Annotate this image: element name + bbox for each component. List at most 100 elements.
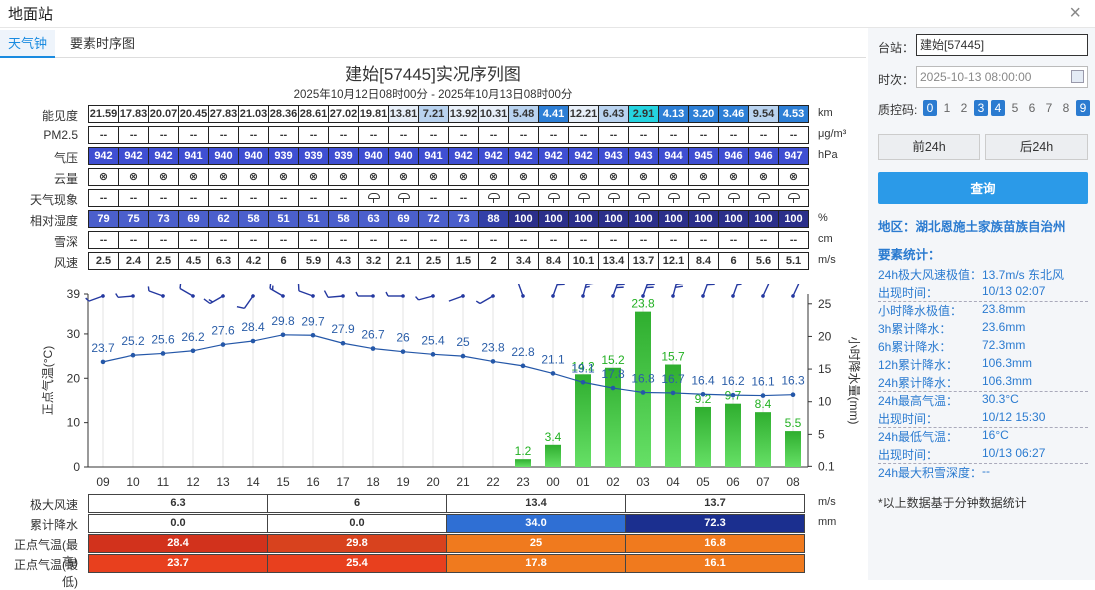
wind-speed-cell: 8.4 bbox=[538, 252, 569, 270]
pressure-cell: 940 bbox=[238, 147, 269, 165]
row-label-weather: 天气现象 bbox=[0, 191, 78, 208]
stats-section-title: 要素统计： bbox=[878, 244, 941, 263]
weather-cell: -- bbox=[238, 189, 269, 207]
wind-speed-cell: 10.1 bbox=[568, 252, 599, 270]
row-unit-visibility: km bbox=[818, 107, 833, 119]
temperature-point bbox=[581, 380, 586, 385]
rain-icon bbox=[518, 193, 530, 199]
chart-title: 建始[57445]实况序列图 bbox=[0, 60, 866, 85]
qc-code-3[interactable]: 3 bbox=[974, 100, 988, 116]
rain-label: 8.4 bbox=[755, 397, 772, 411]
visibility-cell: 20.07 bbox=[148, 105, 179, 123]
temperature-point bbox=[341, 341, 346, 346]
next-24h-button[interactable]: 后24h bbox=[985, 134, 1088, 160]
region-text: 地区：湖北恩施土家族苗族自治州 bbox=[878, 216, 1066, 235]
stats-key: 24h最高气温： bbox=[878, 392, 958, 409]
wind-speed-cell: 2.5 bbox=[418, 252, 449, 270]
weather-cell bbox=[598, 189, 629, 207]
rain-drop-icon bbox=[403, 199, 404, 203]
visibility-cell: 4.13 bbox=[658, 105, 689, 123]
station-input[interactable]: 建始[57445] bbox=[916, 34, 1088, 56]
hour-label: 07 bbox=[756, 475, 770, 489]
weather-cell bbox=[538, 189, 569, 207]
qc-code-2[interactable]: 2 bbox=[957, 100, 971, 116]
cloud-cell: ⊗ bbox=[208, 168, 239, 186]
y2-tick-label: 20 bbox=[818, 329, 832, 343]
qc-code-7[interactable]: 7 bbox=[1042, 100, 1056, 116]
prev-24h-button[interactable]: 前24h bbox=[878, 134, 980, 160]
wind-speed-cell: 2.4 bbox=[118, 252, 149, 270]
temperature-label: 26.2 bbox=[181, 330, 205, 344]
pm25-cell: -- bbox=[268, 126, 299, 144]
stats-key: 3h累计降水： bbox=[878, 320, 951, 337]
pressure-cell: 942 bbox=[88, 147, 119, 165]
qc-code-9[interactable]: 9 bbox=[1076, 100, 1090, 116]
weather-cell: -- bbox=[88, 189, 119, 207]
stats-key: 24h最大积雪深度： bbox=[878, 464, 982, 481]
visibility-cell: 10.31 bbox=[478, 105, 509, 123]
pressure-cell: 940 bbox=[208, 147, 239, 165]
rain-drop-icon bbox=[673, 199, 674, 203]
pressure-cell: 942 bbox=[148, 147, 179, 165]
wind-speed-cell: 2.5 bbox=[88, 252, 119, 270]
temperature-label: 16.1 bbox=[751, 375, 775, 389]
weather-cell bbox=[358, 189, 389, 207]
visibility-cell: 13.81 bbox=[388, 105, 419, 123]
stats-key: 12h累计降水： bbox=[878, 356, 958, 373]
stat-unit-rain-sum: mm bbox=[818, 516, 836, 528]
visibility-cell: 19.81 bbox=[358, 105, 389, 123]
temperature-point bbox=[491, 359, 496, 364]
temp-min-cell: 25.4 bbox=[267, 554, 447, 573]
stats-list-item: 24h最大积雪深度：-- bbox=[878, 464, 1088, 482]
qc-code-4[interactable]: 4 bbox=[991, 100, 1005, 116]
rain-bar bbox=[695, 407, 711, 467]
humidity-cell: 73 bbox=[148, 210, 179, 228]
pressure-cell: 940 bbox=[358, 147, 389, 165]
temperature-point bbox=[431, 352, 436, 357]
calendar-icon[interactable] bbox=[1071, 70, 1084, 83]
qc-code-5[interactable]: 5 bbox=[1008, 100, 1022, 116]
rain-label: 15.2 bbox=[601, 353, 625, 367]
cloud-cell: ⊗ bbox=[418, 168, 449, 186]
wind-speed-cell: 3.2 bbox=[358, 252, 389, 270]
wind-speed-cell: 5.6 bbox=[748, 252, 779, 270]
qc-code-1[interactable]: 1 bbox=[940, 100, 954, 116]
wind-barb-icon bbox=[581, 284, 595, 300]
qc-code-8[interactable]: 8 bbox=[1059, 100, 1073, 116]
visibility-cell: 28.36 bbox=[268, 105, 299, 123]
pm25-cell: -- bbox=[298, 126, 329, 144]
rain-sum-cell: 0.0 bbox=[88, 514, 268, 533]
rain-bar bbox=[575, 374, 591, 467]
humidity-cell: 73 bbox=[448, 210, 479, 228]
time-input[interactable]: 2025-10-13 08:00:00 bbox=[916, 66, 1088, 88]
tab-weather-clock[interactable]: 天气钟 bbox=[0, 30, 55, 58]
y2-tick-label: 25 bbox=[818, 297, 832, 311]
visibility-cell: 20.45 bbox=[178, 105, 209, 123]
pressure-cell: 941 bbox=[178, 147, 209, 165]
query-button[interactable]: 查询 bbox=[878, 172, 1088, 204]
wind-speed-cell: 5.9 bbox=[298, 252, 329, 270]
row-unit-humidity: % bbox=[818, 212, 828, 224]
tab-element-series[interactable]: 要素时序图 bbox=[62, 30, 143, 58]
rain-bar bbox=[725, 404, 741, 467]
cloud-cell: ⊗ bbox=[748, 168, 779, 186]
temperature-point bbox=[191, 348, 196, 353]
hour-label: 04 bbox=[666, 475, 680, 489]
qc-code-6[interactable]: 6 bbox=[1025, 100, 1039, 116]
snow-cell: -- bbox=[478, 231, 509, 249]
rain-drop-icon bbox=[763, 199, 764, 203]
pm25-cell: -- bbox=[238, 126, 269, 144]
hour-label: 08 bbox=[786, 475, 800, 489]
temperature-point bbox=[401, 349, 406, 354]
close-icon[interactable]: × bbox=[1069, 2, 1081, 24]
rain-label: 3.4 bbox=[545, 430, 562, 444]
wind-barb-icon bbox=[515, 284, 527, 298]
cloud-cell: ⊗ bbox=[118, 168, 149, 186]
snow-cell: -- bbox=[418, 231, 449, 249]
visibility-cell: 4.41 bbox=[538, 105, 569, 123]
qc-code-0[interactable]: 0 bbox=[923, 100, 937, 116]
temperature-point bbox=[791, 392, 796, 397]
wind-speed-cell: 8.4 bbox=[688, 252, 719, 270]
wind-speed-cell: 2.5 bbox=[148, 252, 179, 270]
